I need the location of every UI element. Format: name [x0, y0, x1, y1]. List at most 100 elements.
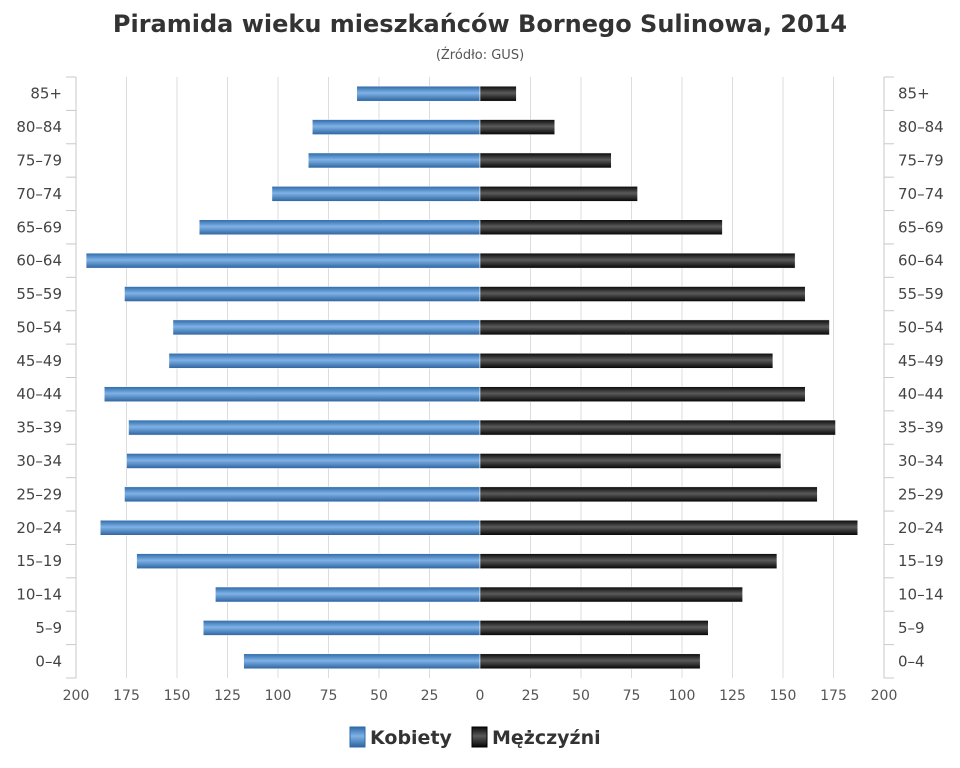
bar-mezczyzni	[479, 152, 612, 169]
x-tick-labels: 200 175 150 125 100 75 50 25 0 25 50 75 100 125 150 175…	[63, 688, 898, 704]
bar-mezczyzni	[479, 219, 723, 235]
bar-mezczyzni	[479, 419, 836, 436]
category-label-left: 10–14	[16, 586, 62, 604]
bar-kobiety	[168, 353, 481, 369]
category-label-left: 35–39	[16, 419, 62, 437]
category-label-right: 60–64	[898, 252, 944, 270]
category-label-left: 45–49	[16, 352, 62, 370]
x-tick-label: 75	[623, 688, 641, 704]
bar-mezczyzni	[479, 119, 555, 135]
category-label-right: 55–59	[898, 285, 944, 303]
category-label-right: 20–24	[898, 519, 944, 537]
legend-label-kobiety: Kobiety	[370, 727, 453, 749]
category-label-left: 70–74	[16, 185, 62, 203]
bar-mezczyzni	[479, 620, 709, 636]
bar-mezczyzni	[479, 252, 796, 269]
category-label-right: 30–34	[898, 452, 944, 470]
axes	[66, 76, 894, 679]
category-label-left: 80–84	[16, 118, 62, 136]
bar-mezczyzni	[479, 453, 782, 469]
category-label-left: 25–29	[16, 485, 62, 503]
x-tick-label: 25	[421, 688, 439, 704]
category-label-right: 40–44	[898, 385, 944, 403]
x-tick-label: 100	[265, 688, 292, 704]
category-label-left: 65–69	[16, 218, 62, 236]
category-label-right: 25–29	[898, 485, 944, 503]
x-tick-label: 50	[572, 688, 590, 704]
bar-mezczyzni	[479, 386, 806, 402]
x-tick-label: 150	[770, 688, 797, 704]
category-label-right: 80–84	[898, 118, 944, 136]
chart-title: Piramida wieku mieszkańców Bornego Sulin…	[113, 10, 847, 38]
bar-mezczyzni	[479, 653, 701, 670]
category-label-right: 10–14	[898, 586, 944, 604]
x-tick-label: 0	[476, 688, 485, 704]
bar-kobiety	[203, 620, 481, 636]
x-tick-label: 75	[320, 688, 338, 704]
category-labels: 85+ 85+ 80–84 80–84 75–79 75–79 70–74 70–74 65–6…	[16, 85, 943, 671]
category-label-left: 5–9	[35, 619, 62, 637]
category-label-left: 20–24	[16, 519, 62, 537]
bar-mezczyzni	[479, 486, 818, 503]
category-label-left: 75–79	[16, 151, 62, 169]
category-label-right: 75–79	[898, 151, 944, 169]
bar-kobiety	[124, 486, 481, 503]
bar-kobiety	[356, 85, 481, 102]
bar-kobiety	[126, 453, 481, 469]
bar-kobiety	[104, 386, 481, 402]
bar-kobiety	[136, 553, 481, 569]
x-tick-label: 175	[820, 688, 847, 704]
bar-kobiety	[85, 252, 481, 269]
bar-mezczyzni	[479, 286, 806, 302]
category-label-left: 50–54	[16, 318, 62, 336]
bar-mezczyzni	[479, 586, 743, 603]
bar-mezczyzni	[479, 553, 778, 569]
category-label-right: 70–74	[898, 185, 944, 203]
legend-swatch-kobiety	[349, 726, 366, 748]
chart-subtitle: (Źródło: GUS)	[436, 47, 524, 63]
bar-mezczyzni	[479, 319, 830, 336]
category-label-left: 0–4	[35, 652, 62, 670]
category-label-left: 60–64	[16, 252, 62, 270]
x-tick-label: 50	[370, 688, 388, 704]
category-label-right: 15–19	[898, 552, 944, 570]
bar-kobiety	[243, 653, 481, 670]
bar-mezczyzni	[479, 85, 517, 102]
bar-kobiety	[312, 119, 481, 135]
category-label-left: 55–59	[16, 285, 62, 303]
x-tick-label: 200	[63, 688, 90, 704]
category-label-right: 45–49	[898, 352, 944, 370]
bar-mezczyzni	[479, 353, 774, 369]
x-tick-label: 200	[871, 688, 898, 704]
category-label-left: 30–34	[16, 452, 62, 470]
category-label-right: 85+	[898, 85, 930, 103]
bar-kobiety	[124, 286, 481, 302]
x-tick-label: 100	[669, 688, 696, 704]
bar-kobiety	[99, 520, 481, 536]
x-tick-label: 175	[113, 688, 140, 704]
bar-kobiety	[128, 419, 481, 436]
bar-mezczyzni	[479, 520, 858, 536]
x-tick-label: 125	[719, 688, 746, 704]
bar-kobiety	[308, 152, 481, 169]
category-label-right: 35–39	[898, 419, 944, 437]
x-tick-label: 125	[214, 688, 241, 704]
legend-label-mezczyzni: Mężczyźni	[492, 727, 601, 749]
bar-kobiety	[172, 319, 481, 336]
legend-swatch-mezczyzni	[471, 726, 488, 748]
x-tick-label: 150	[164, 688, 191, 704]
bar-kobiety	[215, 586, 481, 603]
category-label-right: 65–69	[898, 218, 944, 236]
category-label-left: 40–44	[16, 385, 62, 403]
bar-kobiety	[198, 219, 481, 235]
category-label-right: 50–54	[898, 318, 944, 336]
category-label-right: 5–9	[898, 619, 925, 637]
category-label-right: 0–4	[898, 652, 925, 670]
category-label-left: 15–19	[16, 552, 62, 570]
x-tick-label: 25	[522, 688, 540, 704]
bar-kobiety	[271, 186, 481, 202]
category-label-left: 85+	[30, 85, 62, 103]
legend: Kobiety Mężczyźni	[349, 726, 601, 749]
bars	[85, 85, 858, 670]
